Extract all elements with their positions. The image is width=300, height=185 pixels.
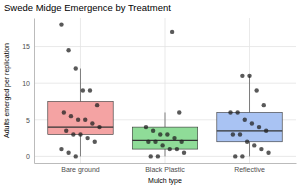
y-axis-title: Adults emerged per replication [3, 43, 11, 138]
point [151, 129, 155, 133]
box-body [48, 101, 113, 134]
point [252, 143, 256, 147]
point [170, 30, 174, 34]
point [264, 129, 268, 133]
median [132, 140, 197, 141]
point [238, 132, 242, 136]
point [245, 140, 249, 144]
point [156, 154, 160, 158]
box [48, 69, 113, 157]
point [158, 132, 162, 136]
point [257, 125, 261, 129]
box [217, 76, 282, 157]
box-body [132, 127, 197, 149]
point [146, 140, 150, 144]
title: Swede Midge Emergence by Treatment [4, 2, 171, 13]
tick-label: Bare ground [61, 166, 100, 174]
point [168, 147, 172, 151]
point [88, 88, 92, 92]
point [144, 125, 148, 129]
chart: 0 5 10 15 Bare ground Black Plastic Reflective… [0, 0, 300, 185]
tick-label: Reflective [234, 166, 265, 173]
marks [48, 22, 282, 158]
whisker [249, 142, 250, 157]
point [266, 151, 270, 155]
axis-line [35, 163, 297, 164]
point [165, 132, 169, 136]
tick: 5 [26, 117, 34, 124]
point [85, 136, 89, 140]
point [76, 118, 80, 122]
whisker [165, 149, 166, 156]
point [74, 154, 78, 158]
median [48, 127, 113, 128]
point [69, 114, 73, 118]
point [243, 118, 247, 122]
point [153, 140, 157, 144]
point [90, 121, 94, 125]
point [235, 110, 239, 114]
whisker [165, 112, 166, 127]
tick-label: 5 [26, 117, 30, 124]
x-axis-title: Mulch type [148, 177, 182, 185]
point [259, 147, 263, 151]
point [66, 48, 70, 52]
point [182, 151, 186, 155]
point [262, 103, 266, 107]
tick: Bare ground [61, 163, 100, 174]
point [149, 154, 153, 158]
whisker [80, 134, 81, 156]
point [78, 132, 82, 136]
tick: 10 [22, 80, 34, 87]
point [250, 121, 254, 125]
point [231, 132, 235, 136]
point [233, 154, 237, 158]
point [175, 147, 179, 151]
point [160, 143, 164, 147]
point [254, 88, 258, 92]
point [240, 154, 244, 158]
point [228, 110, 232, 114]
tick-label: Black Plastic [145, 166, 185, 173]
point [177, 110, 181, 114]
x-axis: Bare ground Black Plastic Reflective [35, 163, 297, 174]
tick-label: 10 [22, 80, 30, 87]
point [240, 74, 244, 78]
whisker [80, 69, 81, 102]
point [179, 140, 183, 144]
point [59, 147, 63, 151]
point [74, 66, 78, 70]
point [62, 110, 66, 114]
point [64, 129, 68, 133]
point [66, 151, 70, 155]
tick-label: 0 [26, 153, 30, 160]
median [217, 130, 282, 131]
y-axis: 0 5 10 15 [22, 19, 34, 164]
tick: Reflective [234, 163, 265, 173]
grid [34, 18, 296, 163]
tick: 15 [22, 43, 34, 50]
tick: Black Plastic [145, 163, 185, 173]
box [132, 112, 197, 156]
point [95, 103, 99, 107]
point [59, 22, 63, 26]
point [81, 88, 85, 92]
point [71, 132, 75, 136]
point [247, 74, 251, 78]
axis-line [34, 19, 35, 164]
tick-label: 15 [22, 43, 30, 50]
point [93, 140, 97, 144]
box-body [217, 112, 282, 141]
tick: 0 [26, 153, 34, 160]
point [172, 136, 176, 140]
point [83, 118, 87, 122]
whisker [249, 76, 250, 113]
point [97, 125, 101, 129]
plot-area: 0 5 10 15 Bare ground Black Plastic Reflective [22, 18, 296, 174]
